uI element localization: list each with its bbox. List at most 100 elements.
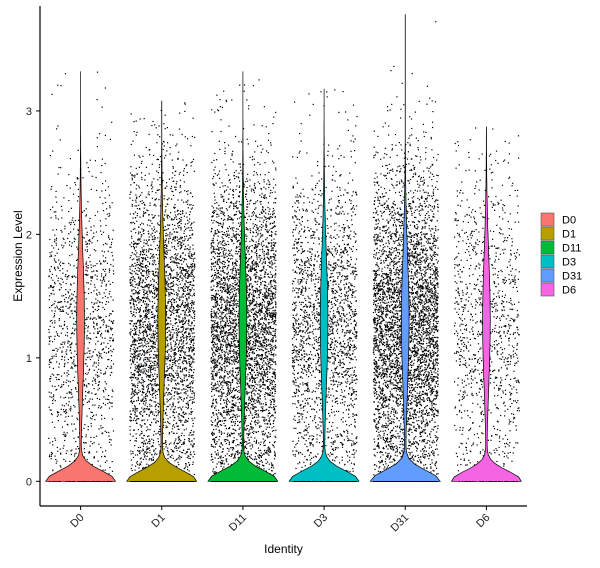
- data-point: [133, 391, 135, 393]
- data-point: [136, 264, 138, 266]
- data-point: [74, 453, 76, 455]
- data-point: [135, 254, 137, 256]
- data-point: [193, 253, 195, 255]
- data-point: [48, 299, 50, 301]
- data-point: [189, 441, 191, 443]
- data-point: [139, 301, 141, 303]
- data-point: [134, 445, 136, 447]
- data-point: [138, 302, 140, 304]
- data-point: [129, 332, 131, 334]
- data-point: [168, 360, 170, 362]
- data-point: [180, 456, 183, 458]
- data-point: [71, 343, 73, 345]
- data-point: [129, 302, 131, 304]
- data-point: [152, 307, 154, 309]
- data-point: [190, 356, 193, 358]
- data-point: [149, 405, 151, 407]
- data-point: [97, 331, 99, 333]
- data-point: [131, 383, 133, 385]
- data-point: [147, 284, 149, 286]
- data-point: [175, 235, 177, 238]
- data-point: [61, 404, 63, 406]
- data-point: [184, 304, 186, 306]
- data-point: [93, 457, 95, 459]
- data-point: [135, 300, 137, 303]
- data-point: [105, 201, 107, 204]
- data-point: [164, 249, 166, 251]
- data-point: [193, 342, 195, 344]
- data-point: [151, 232, 153, 234]
- data-point: [189, 214, 191, 216]
- data-point: [181, 236, 183, 238]
- data-point: [191, 349, 193, 351]
- data-point: [70, 337, 72, 339]
- data-point: [175, 283, 177, 285]
- data-point: [67, 370, 69, 372]
- data-point: [129, 376, 131, 379]
- data-point: [109, 290, 111, 293]
- data-point: [192, 456, 194, 458]
- data-point: [60, 229, 62, 232]
- data-point: [73, 356, 75, 358]
- data-point: [142, 368, 144, 370]
- data-point: [151, 389, 153, 392]
- data-point: [62, 433, 64, 436]
- data-point: [151, 394, 153, 396]
- data-point: [111, 255, 114, 257]
- data-point: [175, 459, 177, 461]
- data-point: [137, 263, 139, 266]
- data-point: [153, 256, 155, 258]
- data-point: [189, 289, 191, 291]
- data-point: [141, 430, 143, 432]
- data-point: [136, 205, 138, 207]
- data-point: [87, 426, 89, 428]
- data-point: [89, 159, 91, 161]
- data-point: [140, 461, 142, 463]
- data-point: [142, 380, 144, 382]
- data-point: [145, 364, 148, 367]
- data-point: [88, 257, 90, 259]
- data-point: [72, 430, 74, 432]
- data-point: [146, 243, 148, 245]
- data-point: [150, 257, 152, 259]
- data-point: [94, 328, 96, 330]
- data-point: [111, 389, 113, 391]
- data-point: [173, 362, 175, 364]
- data-point: [132, 314, 134, 316]
- data-point: [172, 457, 174, 459]
- data-point: [60, 466, 62, 468]
- data-point: [133, 298, 135, 300]
- data-point: [192, 258, 194, 260]
- data-point: [108, 215, 110, 217]
- data-point: [173, 293, 175, 295]
- data-point: [143, 270, 145, 272]
- data-point: [146, 185, 148, 187]
- data-point: [179, 356, 181, 359]
- data-point: [245, 246, 247, 248]
- data-point: [165, 441, 167, 443]
- data-point: [78, 448, 80, 450]
- data-point: [188, 255, 190, 257]
- data-point: [64, 341, 66, 343]
- data-point: [171, 365, 174, 367]
- data-point: [176, 236, 178, 238]
- data-point: [141, 414, 144, 417]
- data-point: [177, 253, 179, 255]
- data-point: [171, 338, 173, 340]
- data-point: [188, 324, 190, 326]
- data-point: [150, 253, 152, 255]
- data-point: [174, 349, 176, 351]
- data-point: [58, 325, 61, 327]
- data-point: [153, 414, 155, 416]
- data-point: [173, 299, 175, 301]
- data-point: [193, 358, 195, 360]
- data-point: [134, 332, 137, 334]
- data-point: [74, 238, 76, 240]
- data-point: [181, 451, 183, 454]
- data-point: [193, 371, 195, 374]
- data-point: [136, 212, 139, 215]
- data-point: [72, 275, 74, 277]
- data-point: [63, 397, 65, 399]
- data-point: [189, 294, 191, 296]
- data-point: [146, 351, 148, 353]
